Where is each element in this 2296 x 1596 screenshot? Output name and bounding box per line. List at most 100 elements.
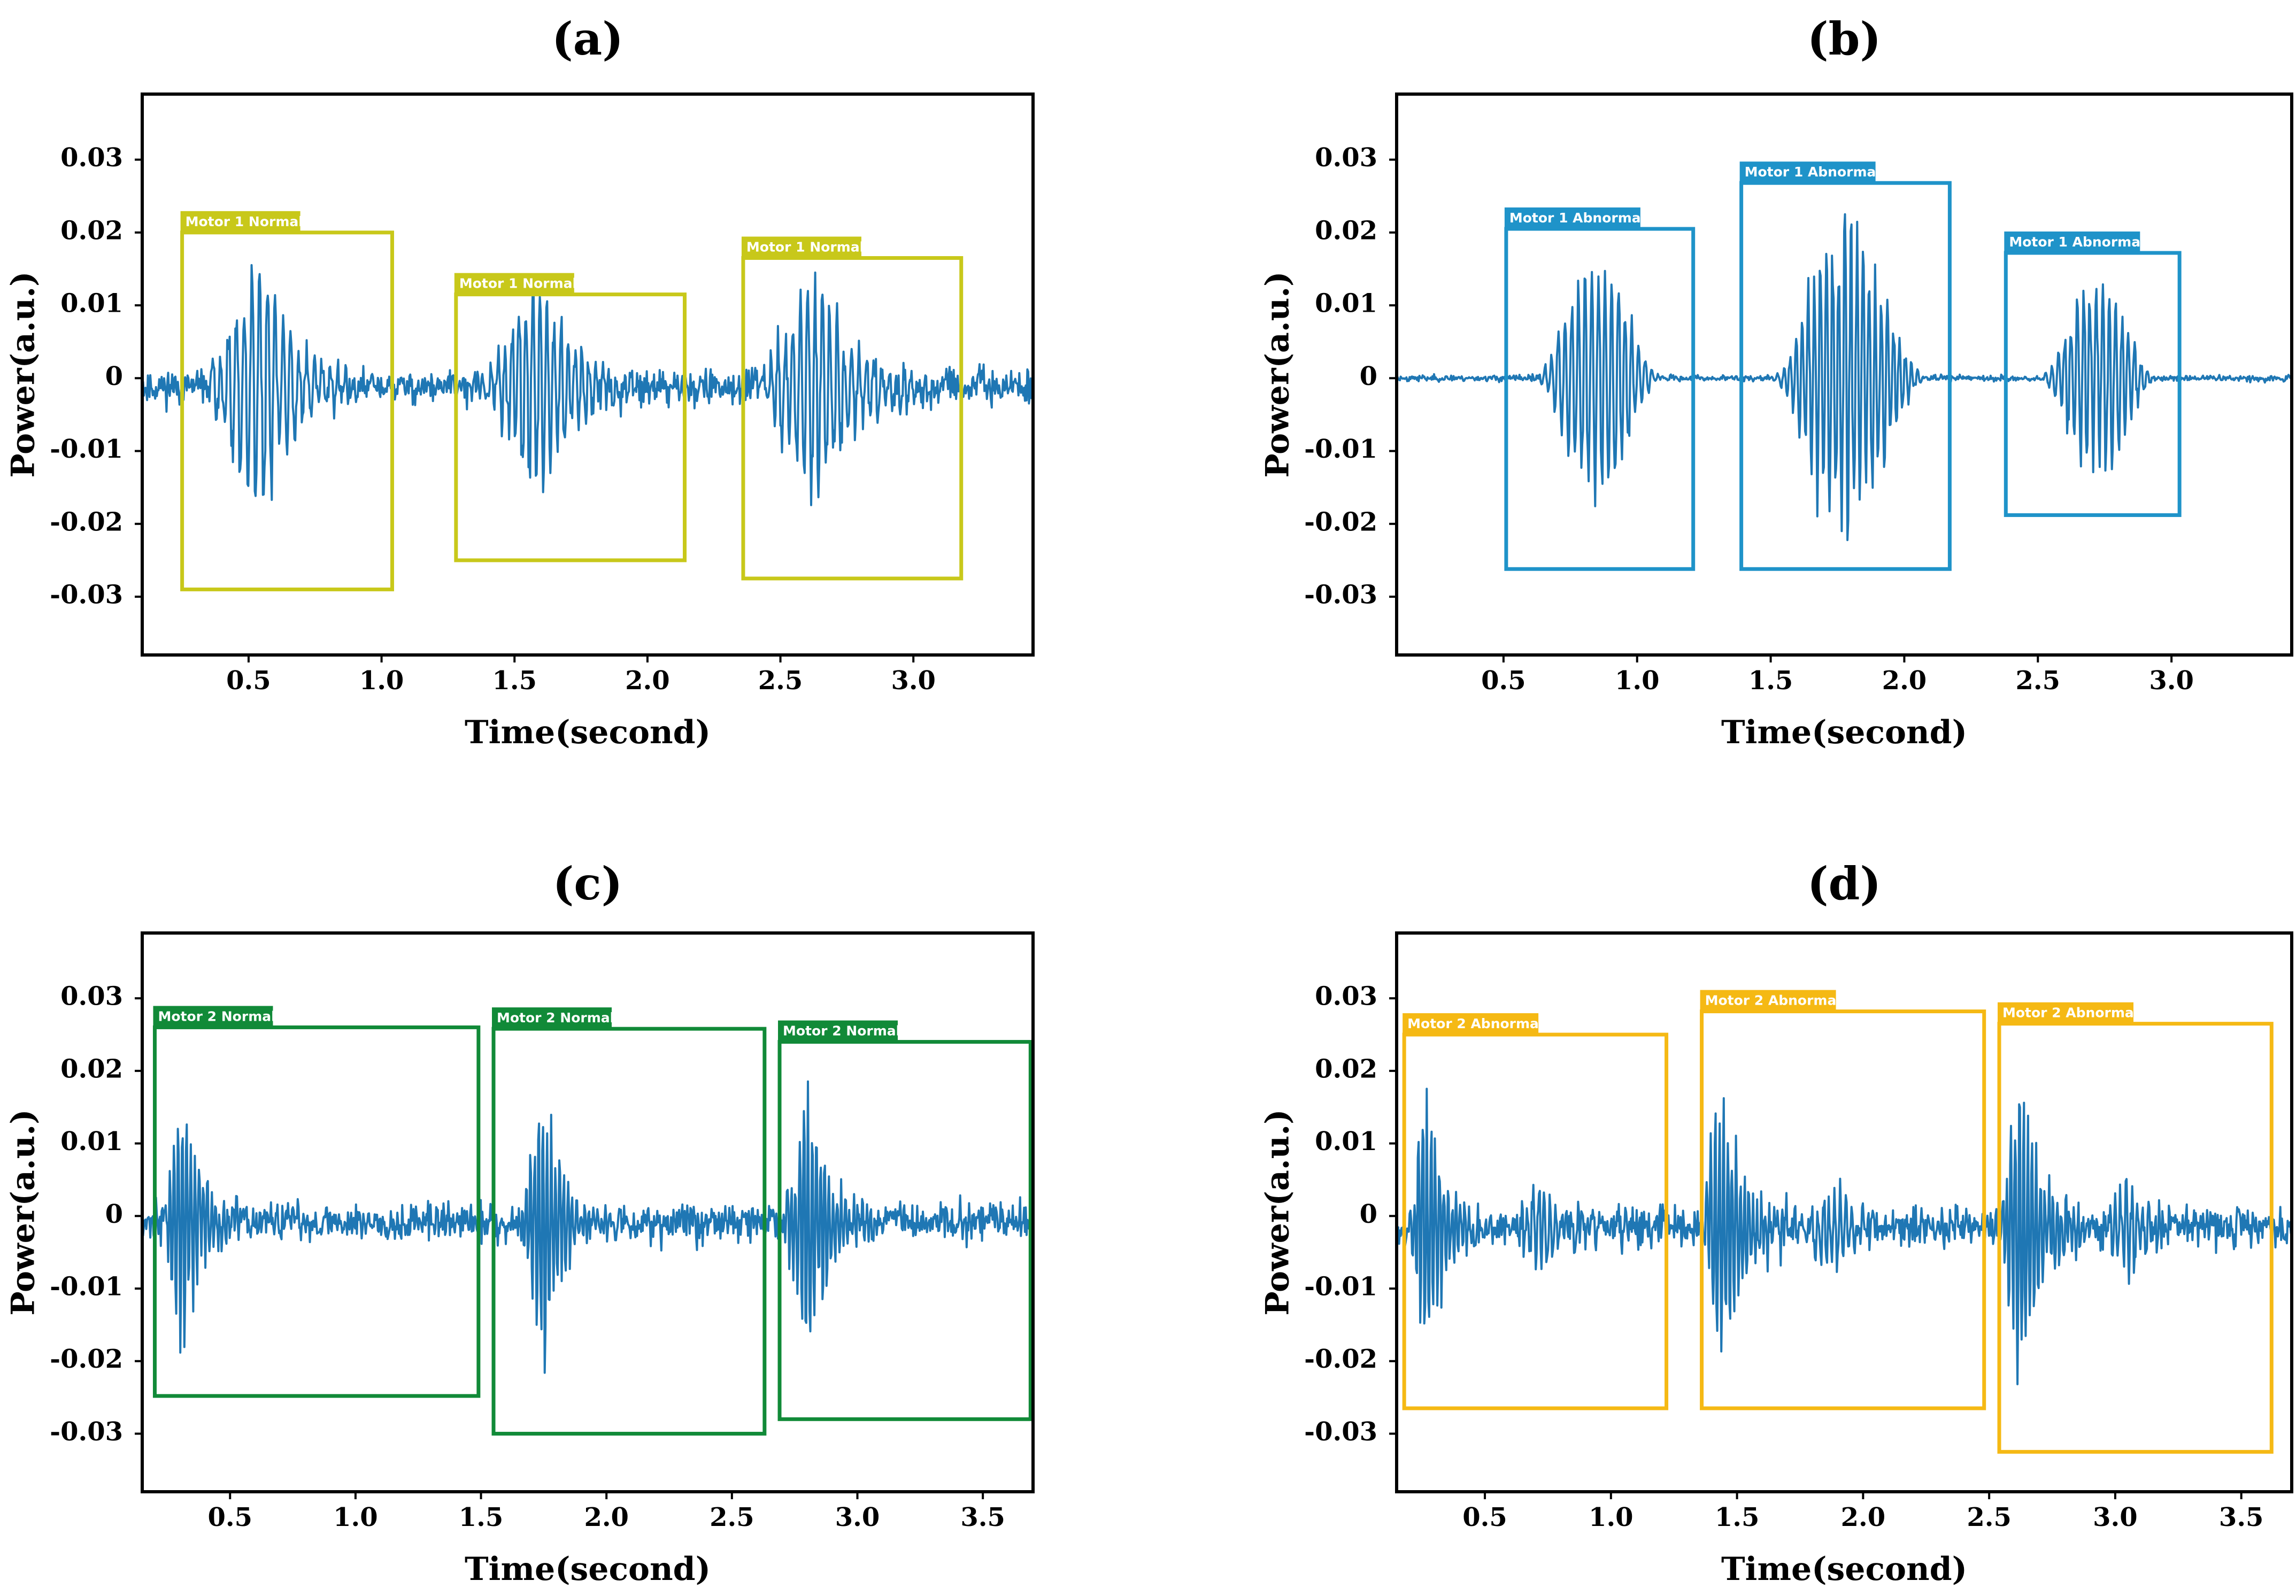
plot-frame — [1395, 931, 2293, 1493]
panel-title: (a) — [552, 12, 623, 65]
y-tick-label: -0.03 — [50, 1417, 123, 1447]
region-box — [1700, 1009, 1986, 1410]
x-tick-label: 2.5 — [1967, 1502, 2012, 1532]
y-tick-label: 0 — [105, 361, 123, 391]
y-tick-label: -0.02 — [1304, 1344, 1377, 1374]
plot-frame — [141, 92, 1035, 657]
region-label-background — [1700, 990, 1836, 1011]
x-tick-label: 2.0 — [625, 666, 670, 696]
y-tick-label: 0 — [1360, 361, 1377, 391]
x-tick-label: 3.0 — [2149, 666, 2194, 696]
region-label-background — [778, 1020, 898, 1041]
region-label: Motor 2 Abnormal — [1705, 993, 1841, 1008]
region-box — [454, 292, 687, 562]
x-tick-label: 3.5 — [2219, 1502, 2264, 1532]
x-tick-label: 3.0 — [2093, 1502, 2138, 1532]
x-tick-label: 1.0 — [359, 666, 404, 696]
y-tick-label: 0.02 — [1315, 1054, 1377, 1084]
x-axis-label: Time(second) — [1721, 714, 1967, 751]
signal-line — [142, 264, 1033, 506]
y-axis-label: Power(a.u.) — [5, 271, 42, 477]
region-label-background — [2004, 231, 2140, 252]
y-tick-label: -0.01 — [1304, 1272, 1377, 1302]
y-tick-label: -0.03 — [50, 580, 123, 610]
x-tick-label: 3.0 — [835, 1502, 880, 1532]
region-label: Motor 1 Normal — [186, 214, 303, 229]
panel-title: (c) — [553, 857, 623, 910]
x-tick-label: 1.0 — [1615, 666, 1660, 696]
x-tick-label: 2.0 — [584, 1502, 629, 1532]
region-label: Motor 1 Abnormal — [1745, 164, 1881, 180]
region-label: Motor 2 Normal — [158, 1008, 275, 1024]
x-axis-label: Time(second) — [1721, 1551, 1967, 1588]
y-tick-label: 0.02 — [60, 1054, 123, 1084]
region-label-background — [492, 1007, 612, 1028]
region-label: Motor 1 Abnormal — [2009, 234, 2145, 250]
x-tick-label: 2.0 — [1882, 666, 1927, 696]
region-label-background — [454, 273, 574, 294]
y-tick-label: 0.01 — [1315, 1127, 1377, 1156]
y-axis-label: Power(a.u.) — [5, 1109, 42, 1315]
x-tick-label: 3.0 — [891, 666, 936, 696]
y-tick-label: 0.03 — [1315, 982, 1377, 1012]
region-label: Motor 2 Abnormal — [1407, 1016, 1543, 1031]
region-box — [1504, 227, 1696, 571]
x-tick-label: 1.0 — [1589, 1502, 1634, 1532]
x-tick-label: 1.5 — [1748, 666, 1793, 696]
y-tick-label: 0.01 — [60, 1127, 123, 1156]
x-tick-label: 0.5 — [207, 1502, 252, 1532]
y-tick-label: 0.02 — [1315, 215, 1377, 245]
x-tick-label: 1.5 — [1715, 1502, 1760, 1532]
y-tick-label: -0.01 — [50, 1272, 123, 1302]
region-box — [1997, 1022, 2274, 1454]
panel-a: (a) Motor 1 Normal Motor 1 Normal Motor 1 N… — [5, 12, 1035, 751]
y-tick-label: -0.03 — [1304, 1417, 1377, 1447]
y-tick-label: -0.01 — [1304, 434, 1377, 464]
plot-frame — [141, 931, 1035, 1493]
panel-title: (d) — [1807, 857, 1881, 910]
y-tick-label: 0 — [1360, 1199, 1377, 1229]
signal-line — [1397, 1088, 2292, 1385]
region-label: Motor 1 Abnormal — [1509, 210, 1645, 226]
x-tick-label: 2.0 — [1841, 1502, 1886, 1532]
x-tick-label: 0.5 — [1481, 666, 1526, 696]
signal-line — [1397, 213, 2292, 542]
y-tick-label: 0 — [105, 1199, 123, 1229]
region-box — [180, 230, 394, 591]
region-box — [2004, 251, 2182, 517]
y-axis-label: Power(a.u.) — [1259, 1109, 1297, 1315]
region-box — [777, 1040, 1033, 1421]
x-axis-label: Time(second) — [465, 1551, 711, 1588]
x-tick-label: 2.5 — [2016, 666, 2061, 696]
y-tick-label: 0.03 — [60, 982, 123, 1012]
region-label-background — [1504, 207, 1640, 228]
y-tick-label: -0.02 — [50, 1344, 123, 1374]
region-box — [491, 1027, 767, 1436]
region-label: Motor 2 Normal — [783, 1023, 900, 1039]
panel-b: (b) Motor 1 Abnormal Motor 1 Abnormal Motor… — [1259, 12, 2293, 751]
signal-line — [142, 1080, 1033, 1374]
x-tick-label: 2.5 — [710, 1502, 754, 1532]
panel-c: (c) Motor 2 Normal Motor 2 Normal Motor 2 N… — [5, 857, 1035, 1588]
x-tick-label: 2.5 — [758, 666, 803, 696]
y-axis-label: Power(a.u.) — [1259, 271, 1297, 477]
plot-frame — [1395, 92, 2293, 657]
y-tick-label: 0.01 — [60, 289, 123, 319]
y-tick-label: 0.02 — [60, 215, 123, 245]
panel-d: (d) Motor 2 Abnormal Motor 2 Abnormal Motor… — [1259, 857, 2293, 1588]
region-box — [152, 1025, 481, 1398]
y-tick-label: 0.03 — [1315, 143, 1377, 173]
region-label-background — [1998, 1002, 2134, 1023]
panel-title: (b) — [1807, 12, 1881, 65]
region-label-background — [180, 211, 301, 232]
x-tick-label: 0.5 — [1462, 1502, 1507, 1532]
y-tick-label: 0.03 — [60, 143, 123, 173]
region-box — [741, 256, 964, 581]
region-label-background — [1739, 161, 1876, 182]
x-axis-label: Time(second) — [465, 714, 711, 751]
y-tick-label: -0.03 — [1304, 580, 1377, 610]
region-box — [1739, 181, 1952, 571]
y-tick-label: -0.02 — [1304, 507, 1377, 537]
x-tick-label: 3.5 — [960, 1502, 1005, 1532]
